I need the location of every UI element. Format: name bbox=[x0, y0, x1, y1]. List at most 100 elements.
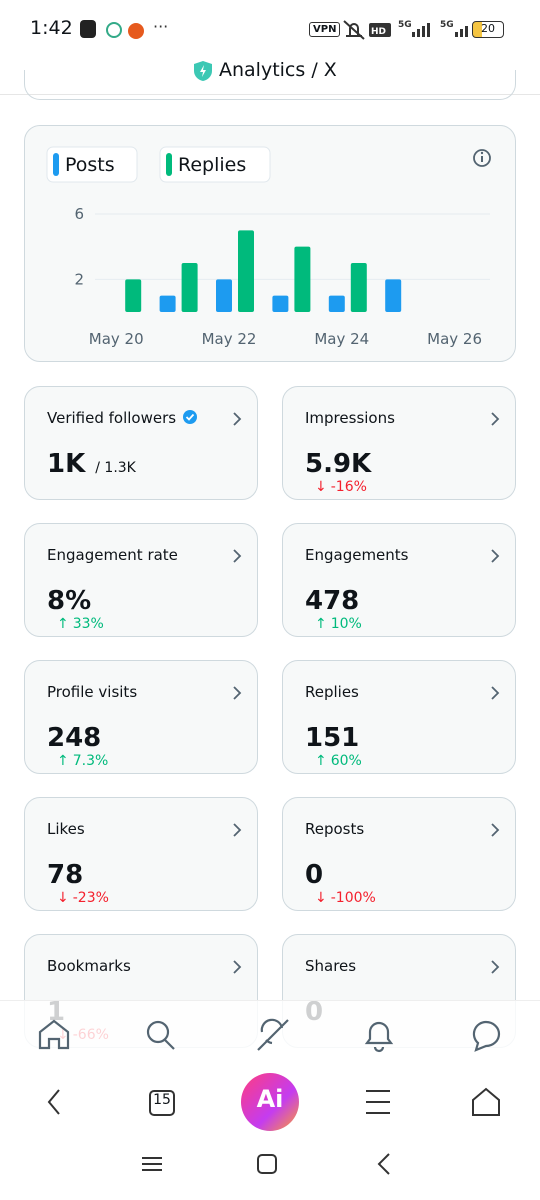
metric-label-row: Engagement rate bbox=[47, 546, 178, 564]
status-time: 1:42 bbox=[30, 17, 73, 39]
metric-change: ↑ 33% bbox=[57, 616, 104, 632]
change-arrow: ↑ bbox=[315, 616, 327, 632]
metric-value: 1K bbox=[47, 449, 86, 479]
metric-value: 78 bbox=[47, 860, 84, 890]
change-text: -16% bbox=[330, 479, 367, 495]
metric-card[interactable]: Replies 151 ↑ 60% bbox=[282, 660, 516, 774]
metric-value: 5.9K bbox=[305, 449, 372, 479]
chevron-path bbox=[233, 412, 242, 426]
signal-icons: HD 5G 5G bbox=[343, 20, 468, 40]
change-arrow: ↑ bbox=[315, 753, 327, 769]
change-arrow: ↓ bbox=[315, 479, 327, 495]
change-arrow: ↑ bbox=[57, 616, 69, 632]
tab-count[interactable]: 15 bbox=[153, 1092, 171, 1108]
metric-label: Shares bbox=[305, 957, 357, 975]
metric-label: Engagement rate bbox=[47, 546, 178, 564]
y-tick-label: 2 bbox=[74, 270, 84, 288]
metric-change: ↑ 10% bbox=[315, 616, 362, 632]
vpn-badge: VPN bbox=[309, 22, 341, 37]
previous-card bbox=[24, 70, 516, 100]
x-bottom-nav bbox=[0, 1000, 540, 1070]
chevron-path bbox=[491, 412, 500, 426]
svg-text:HD: HD bbox=[371, 27, 386, 37]
x-tick-label: May 26 bbox=[427, 330, 482, 348]
metric-card[interactable]: Likes 78 ↓ -23% bbox=[24, 797, 258, 911]
metric-value: 8% bbox=[47, 586, 92, 616]
metric-card[interactable]: Reposts 0 ↓ -100% bbox=[282, 797, 516, 911]
metric-label-row: Reposts bbox=[305, 820, 364, 838]
chevron-path bbox=[233, 960, 242, 974]
change-text: -23% bbox=[72, 890, 109, 906]
metric-label-row: Engagements bbox=[305, 546, 409, 564]
change-text: 33% bbox=[72, 616, 104, 632]
metric-label: Reposts bbox=[305, 820, 365, 838]
metric-value-row: 248 ↑ 7.3% bbox=[47, 723, 108, 769]
metric-card[interactable]: Profile visits 248 ↑ 7.3% bbox=[24, 660, 258, 774]
metric-card[interactable]: Engagements 478 ↑ 10% bbox=[282, 523, 516, 637]
metric-label: Profile visits bbox=[47, 683, 138, 701]
x-tick-label: May 24 bbox=[314, 330, 369, 348]
chevron bbox=[233, 960, 242, 974]
metric-card[interactable]: Verified followers 1K / 1.3K bbox=[24, 386, 258, 500]
metric-value: 248 bbox=[47, 723, 102, 753]
metric-secondary: / 1.3K bbox=[95, 460, 136, 476]
bar bbox=[350, 263, 367, 312]
header-divider bbox=[0, 94, 540, 95]
change-text: 7.3% bbox=[72, 753, 109, 769]
change-arrow: ↑ bbox=[57, 753, 69, 769]
metric-value-row: 5.9K ↓ -16% bbox=[305, 449, 371, 495]
bar bbox=[216, 279, 232, 312]
legend-label: Replies bbox=[178, 154, 246, 176]
metric-value-row: 78 ↓ -23% bbox=[47, 860, 109, 906]
change-text: -100% bbox=[330, 890, 376, 906]
chevron bbox=[233, 412, 242, 426]
chevron bbox=[233, 686, 242, 700]
chevron-path bbox=[233, 686, 242, 700]
metric-value: 0 bbox=[305, 860, 324, 890]
x-nav-icons[interactable] bbox=[0, 1010, 540, 1060]
change-text: 60% bbox=[330, 753, 362, 769]
metric-label-row: Verified followers bbox=[47, 409, 198, 427]
metric-label: Replies bbox=[305, 683, 359, 701]
chevron bbox=[491, 412, 500, 426]
battery: 20 bbox=[472, 21, 504, 38]
bar bbox=[294, 246, 311, 312]
change-arrow: ↓ bbox=[57, 890, 69, 906]
legend-chip bbox=[159, 146, 271, 183]
metric-change: ↓ -100% bbox=[315, 890, 376, 906]
metric-card[interactable]: Engagement rate 8% ↑ 33% bbox=[24, 523, 258, 637]
chevron-path bbox=[491, 960, 500, 974]
shield-icon bbox=[194, 61, 212, 81]
bar bbox=[181, 263, 198, 312]
ai-button[interactable]: Ai bbox=[256, 1085, 284, 1113]
chevron-path bbox=[233, 549, 242, 563]
metric-label-row: Impressions bbox=[305, 409, 395, 427]
svg-text:5G: 5G bbox=[440, 20, 454, 30]
svg-text:···: ··· bbox=[153, 18, 168, 36]
metric-value-row: 478 ↑ 10% bbox=[305, 586, 362, 632]
metric-label-row: Profile visits bbox=[47, 683, 137, 701]
svg-text:5G: 5G bbox=[398, 20, 412, 30]
metric-card[interactable]: Impressions 5.9K ↓ -16% bbox=[282, 386, 516, 500]
metric-label: Engagements bbox=[305, 546, 409, 564]
metric-label-row: Replies bbox=[305, 683, 359, 701]
x-tick-label: May 20 bbox=[89, 330, 144, 348]
bar bbox=[385, 279, 402, 312]
bar bbox=[272, 295, 289, 312]
bar bbox=[238, 230, 254, 312]
metric-label: Bookmarks bbox=[47, 957, 131, 975]
metric-value-row: 8% ↑ 33% bbox=[47, 586, 104, 632]
chevron bbox=[233, 823, 242, 837]
legend-swatch bbox=[53, 153, 59, 176]
x-tick-label: May 22 bbox=[202, 330, 257, 348]
header-title: Analytics / X bbox=[219, 59, 337, 81]
metric-change: ↑ 60% bbox=[315, 753, 362, 769]
metric-label-row: Bookmarks bbox=[47, 957, 131, 975]
browser-icons[interactable] bbox=[0, 1070, 540, 1200]
legend-swatch bbox=[166, 153, 172, 176]
metric-value-row: 0 ↓ -100% bbox=[305, 860, 376, 906]
info-icon[interactable] bbox=[473, 149, 491, 167]
metric-label-row: Likes bbox=[47, 820, 85, 838]
chart: Posts Replies 2 6 May 20 May 22 May 24 May 26 bbox=[46, 146, 491, 348]
